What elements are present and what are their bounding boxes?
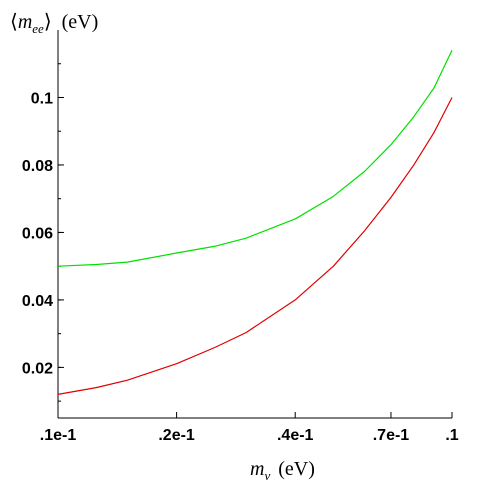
y-tick-label: 0.1 bbox=[31, 90, 53, 107]
series-line-2 bbox=[57, 97, 453, 395]
y-ticks: 0.02 0.04 0.06 0.08 0.1 bbox=[22, 63, 64, 402]
x-tick-label: .4e-1 bbox=[277, 427, 314, 444]
y-tick-label: 0.06 bbox=[22, 225, 53, 242]
y-tick-label: 0.02 bbox=[22, 360, 53, 377]
y-tick-label: 0.08 bbox=[22, 158, 53, 175]
x-ticks: .1e-1 .2e-1 .4e-1 .7e-1 .1 bbox=[40, 412, 459, 444]
series-line-1 bbox=[57, 49, 453, 267]
x-tick-label: .2e-1 bbox=[158, 427, 195, 444]
x-axis-title: mν (eV) bbox=[250, 458, 315, 483]
x-tick-label: .7e-1 bbox=[373, 427, 410, 444]
y-axis-title: ⟨mee⟩ (eV) bbox=[10, 11, 98, 36]
y-tick-label: 0.04 bbox=[22, 293, 53, 310]
x-tick-label: .1e-1 bbox=[40, 427, 77, 444]
axes bbox=[57, 30, 452, 419]
series-layer bbox=[57, 49, 453, 395]
x-tick-label: .1 bbox=[445, 427, 458, 444]
